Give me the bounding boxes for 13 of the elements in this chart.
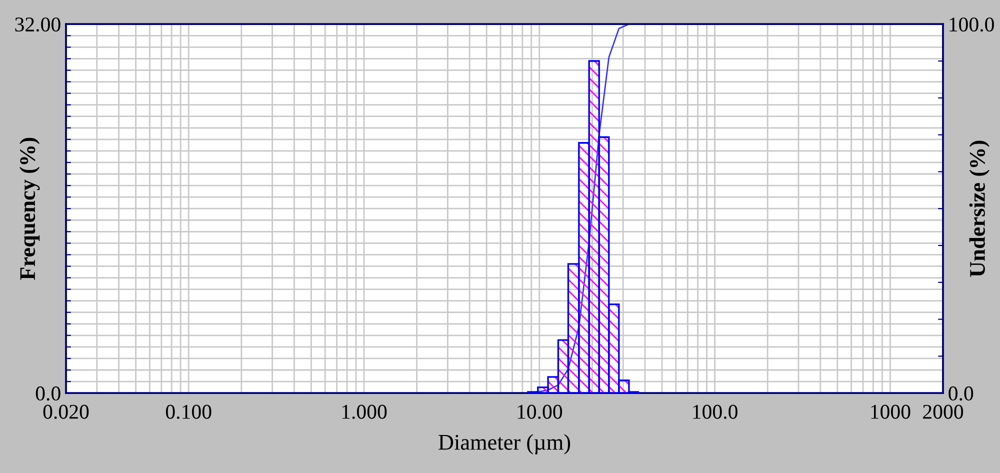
- x-axis-title: Diameter (µm): [438, 434, 570, 454]
- y-axis-title: Frequency (%): [19, 138, 40, 280]
- y2-tick-label: 100.0: [950, 17, 994, 32]
- x-tick-label: 1.000: [342, 404, 387, 419]
- x-tick-label: 2000: [923, 404, 964, 419]
- y2-tick-label: 0.0: [948, 386, 974, 401]
- x-tick-label: 0.020: [43, 404, 89, 419]
- y-tick-label: 32.00: [15, 17, 60, 32]
- x-tick-label: 1000: [871, 404, 910, 419]
- y2-axis-title: Undersize (%): [969, 140, 990, 277]
- x-tick-label: 10.00: [518, 404, 562, 419]
- x-tick-label: 0.100: [166, 404, 212, 419]
- x-tick-label: 100.0: [693, 404, 738, 419]
